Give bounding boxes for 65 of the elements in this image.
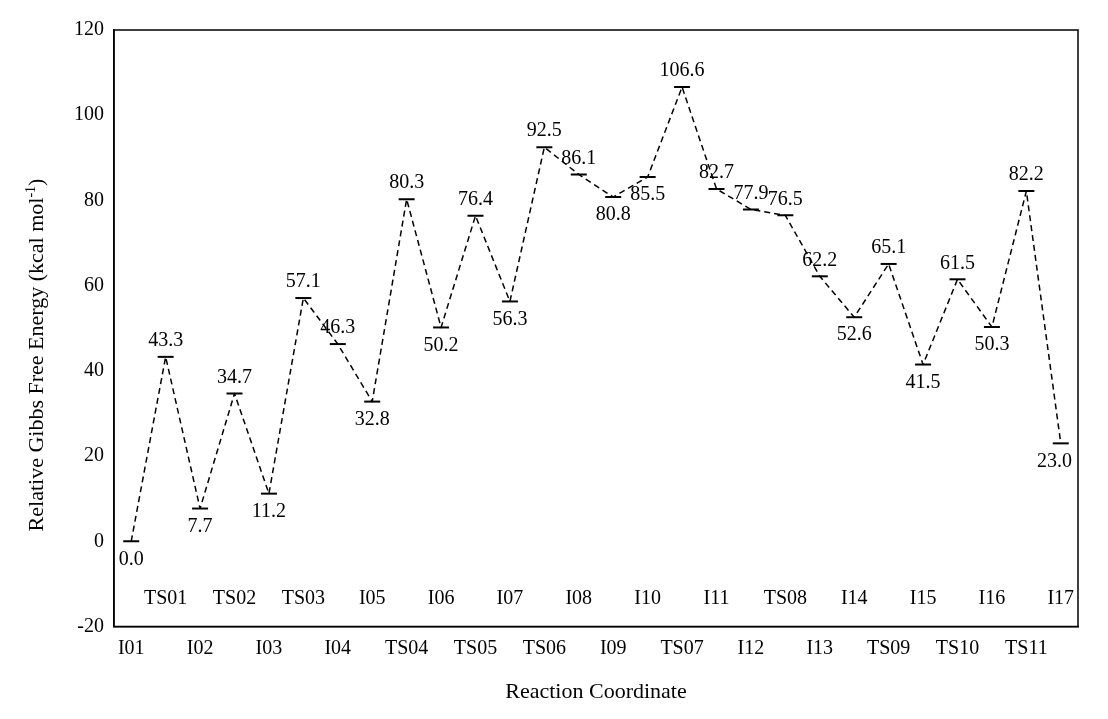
text: 92.5 (526, 118, 562, 141)
x-tick-label: I11 (703, 585, 730, 608)
text: 46.3 (320, 315, 356, 338)
text: 80.8 (595, 202, 631, 225)
x-tick-label: I04 (324, 635, 352, 658)
y-tick-label: 80 (84, 187, 104, 210)
x-tick-label: TS08 (763, 585, 808, 608)
text: 76.5 (767, 186, 803, 209)
x-tick-label: I07 (496, 585, 524, 608)
y-tick-label: 20 (84, 443, 104, 466)
x-tick-label: I01 (117, 635, 145, 658)
text: 23.0 (1037, 448, 1072, 471)
text: 57.1 (285, 269, 321, 292)
y-tick-label: 0 (94, 528, 104, 551)
x-tick-label: TS09 (866, 635, 911, 658)
text: 50.3 (974, 332, 1010, 355)
text: 77.9 (733, 180, 769, 203)
text: 52.6 (836, 322, 872, 345)
text: 80.3 (389, 170, 425, 193)
x-tick-label: I16 (978, 585, 1006, 608)
text: 82.7 (699, 160, 734, 183)
x-tick-label: I10 (634, 585, 661, 608)
text: 106.6 (659, 58, 705, 81)
x-tick-label: TS06 (522, 635, 567, 658)
x-tick-label: I09 (599, 635, 627, 658)
x-tick-label: I06 (427, 585, 455, 608)
x-axis-title: Reaction Coordinate (505, 677, 687, 703)
y-tick-label: 100 (74, 102, 104, 125)
y-tick-label: -20 (77, 613, 104, 636)
x-tick-label: TS03 (281, 585, 326, 608)
x-tick-label: TS01 (143, 585, 188, 608)
x-tick-label: I02 (186, 635, 214, 658)
text: 86.1 (561, 145, 597, 168)
y-tick-label: 40 (84, 358, 104, 381)
text: 11.2 (251, 498, 287, 521)
y-tick-label: 120 (74, 17, 104, 40)
x-tick-label: I03 (255, 635, 283, 658)
x-tick-label: TS11 (1005, 635, 1048, 658)
text: 82.2 (1008, 162, 1044, 185)
x-tick-label: I14 (840, 585, 868, 608)
x-tick-label: TS04 (384, 635, 429, 658)
text: 56.3 (492, 306, 528, 329)
text: 76.4 (458, 187, 493, 210)
x-tick-label: I05 (358, 585, 386, 608)
x-tick-label: I12 (737, 635, 765, 658)
x-tick-label: I13 (806, 635, 834, 658)
x-tick-label: TS07 (660, 635, 704, 658)
text: 65.1 (871, 235, 907, 258)
text: 7.7 (187, 513, 213, 536)
y-tick-label: 60 (84, 272, 104, 295)
text: 61.5 (940, 250, 975, 273)
x-tick-label: I08 (565, 585, 593, 608)
text: 41.5 (905, 369, 941, 392)
x-tick-label: TS05 (453, 635, 498, 658)
text: 0.0 (118, 546, 144, 569)
text: 34.7 (217, 364, 252, 387)
text: 50.2 (423, 332, 459, 355)
x-tick-label: I17 (1047, 585, 1075, 608)
x-tick-label: I15 (909, 585, 937, 608)
x-tick-label: TS02 (212, 585, 257, 608)
text: 32.8 (354, 406, 390, 429)
text: 85.5 (630, 182, 666, 205)
text: 62.2 (802, 247, 838, 270)
x-tick-label: TS10 (935, 635, 980, 658)
text: 43.3 (148, 328, 184, 351)
